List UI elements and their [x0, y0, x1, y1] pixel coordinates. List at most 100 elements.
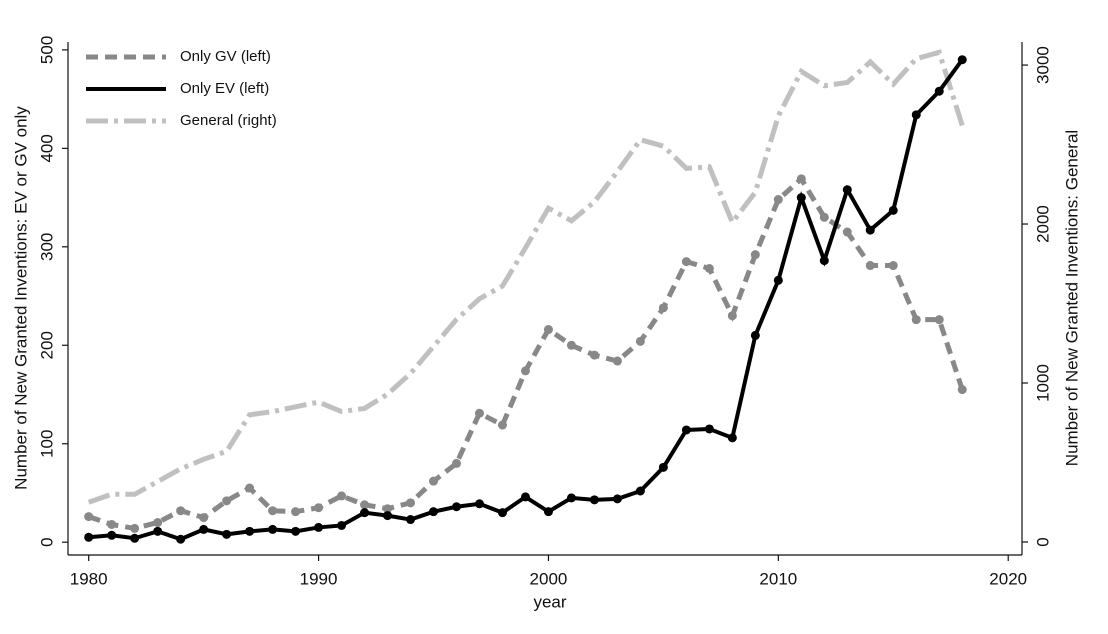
data-point: [451, 458, 461, 468]
data-point: [337, 520, 347, 530]
data-point: [681, 257, 691, 267]
data-point: [497, 508, 507, 518]
data-point: [865, 261, 875, 271]
y-tick-label: 0: [37, 537, 56, 546]
data-point: [245, 526, 255, 536]
data-point: [268, 524, 278, 534]
data-point: [153, 518, 163, 528]
legend-label: Only GV (left): [180, 48, 271, 65]
data-point: [497, 420, 507, 430]
data-point: [842, 185, 852, 195]
x-tick-label: 2000: [530, 569, 568, 588]
data-point: [474, 499, 484, 509]
y-tick-label: 200: [37, 331, 56, 359]
data-point: [245, 483, 255, 493]
data-point: [222, 529, 232, 539]
data-point: [360, 500, 370, 510]
data-point: [681, 425, 691, 435]
y2-axis-title: Number of New Granted Inventions: Genera…: [1062, 130, 1081, 466]
data-point: [727, 433, 737, 443]
data-point: [888, 261, 898, 271]
data-point: [589, 350, 599, 360]
data-point: [957, 385, 967, 395]
data-point: [865, 225, 875, 235]
data-point: [474, 408, 484, 418]
data-point: [107, 519, 117, 529]
data-point: [589, 495, 599, 505]
y2-tick-label: 0: [1033, 537, 1052, 546]
data-point: [130, 533, 140, 543]
data-point: [153, 526, 163, 536]
data-point: [750, 330, 760, 340]
y-tick-label: 500: [37, 36, 56, 64]
data-point: [819, 212, 829, 222]
data-point: [314, 522, 324, 532]
data-point: [635, 486, 645, 496]
series-line: [87, 49, 965, 505]
data-point: [107, 530, 117, 540]
y-axis-title: Number of New Granted Inventions: EV or …: [11, 106, 30, 490]
data-point: [291, 507, 301, 517]
x-tick-label: 1980: [70, 569, 108, 588]
data-point: [566, 340, 576, 350]
data-point: [796, 174, 806, 184]
data-point: [291, 526, 301, 536]
data-point: [406, 498, 416, 508]
data-point: [84, 532, 94, 542]
data-point: [429, 507, 439, 517]
data-point: [520, 492, 530, 502]
y2-tick-label: 1000: [1033, 364, 1052, 402]
data-point: [727, 311, 737, 321]
data-point: [704, 263, 714, 273]
data-point: [911, 315, 921, 325]
x-tick-label: 2020: [989, 569, 1027, 588]
data-point: [612, 356, 622, 366]
data-point: [520, 366, 530, 376]
y2-tick-label: 3000: [1033, 46, 1052, 84]
data-point: [199, 524, 209, 534]
data-point: [360, 508, 370, 518]
data-point: [796, 193, 806, 203]
data-point: [222, 496, 232, 506]
data-point: [934, 86, 944, 96]
data-point: [566, 493, 576, 503]
x-tick-label: 2010: [759, 569, 797, 588]
data-point: [658, 462, 668, 472]
data-point: [268, 506, 278, 516]
data-point: [842, 227, 852, 237]
series-line: [88, 58, 964, 542]
y-tick-label: 100: [37, 430, 56, 458]
data-point: [176, 534, 186, 544]
data-point: [658, 303, 668, 313]
data-point: [383, 511, 393, 521]
x-axis-title: year: [533, 592, 566, 611]
data-point: [543, 507, 553, 517]
data-point: [176, 506, 186, 516]
data-point: [337, 491, 347, 501]
data-point: [750, 250, 760, 260]
legend-label: Only EV (left): [180, 80, 269, 97]
data-point: [773, 195, 783, 205]
data-point: [130, 523, 140, 533]
data-point: [957, 55, 967, 65]
y-tick-label: 300: [37, 233, 56, 261]
data-point: [406, 515, 416, 525]
data-point: [773, 275, 783, 285]
data-point: [934, 315, 944, 325]
data-point: [314, 503, 324, 513]
data-point: [911, 110, 921, 120]
data-point: [451, 502, 461, 512]
data-point: [819, 256, 829, 266]
y2-tick-label: 2000: [1033, 205, 1052, 243]
legend-label: General (right): [180, 112, 277, 129]
y-tick-label: 400: [37, 134, 56, 162]
data-point: [84, 512, 94, 522]
series-line: [87, 174, 965, 531]
data-point: [383, 504, 393, 514]
data-point: [199, 513, 209, 523]
data-point: [543, 325, 553, 335]
data-point: [704, 424, 714, 434]
data-point: [888, 205, 898, 215]
data-point: [635, 336, 645, 346]
